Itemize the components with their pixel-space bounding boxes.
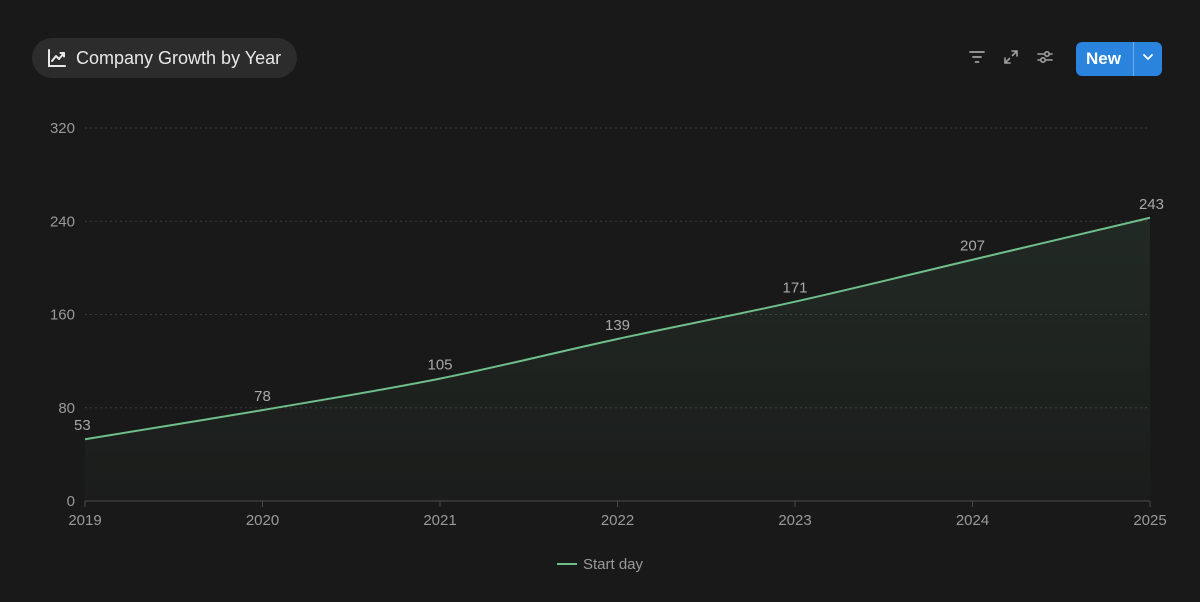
toolbar: New xyxy=(960,42,1162,76)
x-tick-label: 2021 xyxy=(423,512,456,529)
series-area xyxy=(85,217,1150,502)
line-chart-icon xyxy=(46,47,68,69)
new-dropdown-button[interactable] xyxy=(1134,42,1162,76)
filter-button[interactable] xyxy=(960,42,994,76)
data-label: 139 xyxy=(605,317,630,334)
series-line-start-day[interactable] xyxy=(84,216,1151,441)
expand-icon xyxy=(1002,48,1020,71)
chart-title: Company Growth by Year xyxy=(76,47,282,68)
y-tick-label: 160 xyxy=(50,307,75,324)
y-tick-label: 0 xyxy=(67,493,75,510)
x-tick-label: 2022 xyxy=(601,512,634,529)
chevron-down-icon xyxy=(1141,50,1155,69)
y-tick-label: 80 xyxy=(58,400,75,417)
y-axis-ticks: 0 80 160 240 320 xyxy=(50,120,75,510)
x-tick-label: 2025 xyxy=(1133,512,1166,529)
new-button[interactable]: New xyxy=(1086,49,1121,68)
chart-title-pill[interactable]: Company Growth by Year xyxy=(32,38,298,78)
new-button-divider xyxy=(1133,42,1134,76)
y-tick-label: 240 xyxy=(50,213,75,230)
new-button-group: New xyxy=(1076,42,1162,76)
x-axis-ticks: 2019 2020 2021 2022 2023 2024 2025 xyxy=(68,501,1167,529)
data-label: 243 xyxy=(1139,196,1164,213)
expand-button[interactable] xyxy=(994,42,1028,76)
data-label: 171 xyxy=(782,280,807,297)
data-label: 207 xyxy=(960,238,985,255)
sliders-icon xyxy=(1036,48,1054,71)
data-label: 105 xyxy=(427,357,452,374)
y-tick-label: 320 xyxy=(50,120,75,137)
settings-button[interactable] xyxy=(1028,42,1062,76)
x-tick-label: 2019 xyxy=(68,512,101,529)
legend[interactable]: Start day xyxy=(0,554,1200,574)
data-label: 78 xyxy=(254,388,271,405)
filter-icon xyxy=(968,48,986,71)
legend-swatch xyxy=(556,563,577,565)
x-tick-label: 2023 xyxy=(778,512,811,529)
x-tick-label: 2024 xyxy=(956,512,989,529)
x-tick-label: 2020 xyxy=(246,512,279,529)
legend-label: Start day xyxy=(582,555,644,573)
data-labels: 53 78 105 139 171 207 243 xyxy=(74,196,1164,434)
data-label: 53 xyxy=(74,417,91,434)
